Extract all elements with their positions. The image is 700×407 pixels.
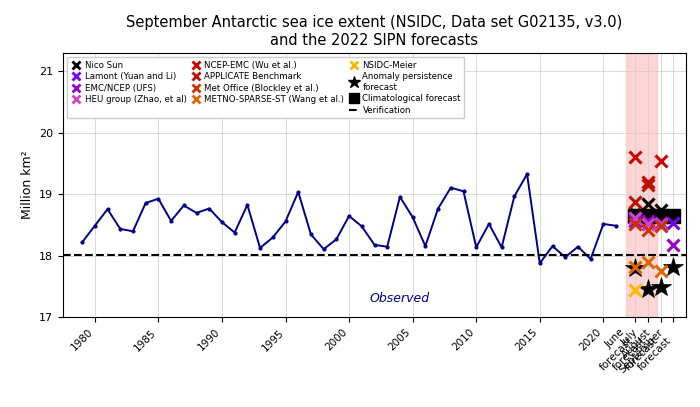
Y-axis label: Million km²: Million km² (20, 151, 34, 219)
Text: Observed: Observed (370, 292, 430, 305)
Bar (626, 53, 657, 317)
Title: September Antarctic sea ice extent (NSIDC, Data set G02135, v3.0)
and the 2022 S: September Antarctic sea ice extent (NSID… (127, 15, 622, 48)
Legend: Nico Sun, Lamont (Yuan and Li), EMC/NCEP (UFS), HEU group (Zhao, et al), NCEP-EM: Nico Sun, Lamont (Yuan and Li), EMC/NCEP… (67, 57, 464, 118)
